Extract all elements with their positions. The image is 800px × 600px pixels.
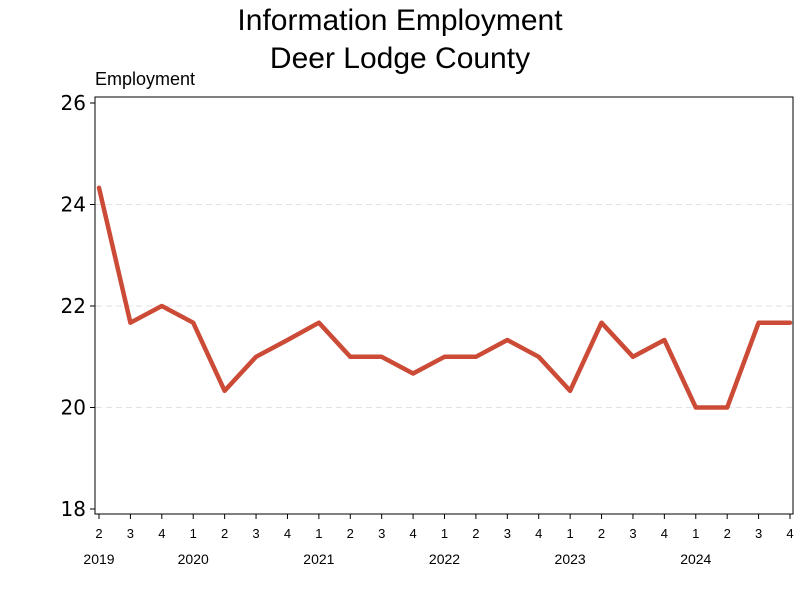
x-tick-label: 4 bbox=[786, 526, 793, 541]
y-tick-label: 24 bbox=[61, 193, 86, 217]
year-label: 2021 bbox=[303, 551, 334, 567]
data-point bbox=[568, 389, 572, 393]
x-tick-label: 3 bbox=[504, 526, 511, 541]
data-point bbox=[537, 355, 541, 359]
x-tick-label: 3 bbox=[127, 526, 134, 541]
x-tick-label: 1 bbox=[441, 526, 448, 541]
x-tick-label: 2 bbox=[347, 526, 354, 541]
series-layer bbox=[96, 185, 793, 410]
x-tick-label: 1 bbox=[190, 526, 197, 541]
y-tick-label: 26 bbox=[61, 91, 86, 115]
x-tick-label: 2 bbox=[472, 526, 479, 541]
data-point bbox=[160, 304, 164, 308]
x-tick-label: 1 bbox=[315, 526, 322, 541]
chart-subtitle: Deer Lodge County bbox=[270, 42, 530, 75]
data-point bbox=[474, 355, 478, 359]
data-point bbox=[788, 321, 792, 325]
series-line bbox=[96, 185, 793, 410]
y-tick-label: 18 bbox=[61, 497, 86, 521]
x-tick-label: 1 bbox=[567, 526, 574, 541]
x-tick-label: 2 bbox=[221, 526, 228, 541]
year-label: 2019 bbox=[83, 551, 114, 567]
y-axis-label: Employment bbox=[95, 69, 195, 89]
year-label: 2020 bbox=[178, 551, 209, 567]
data-point bbox=[757, 321, 761, 325]
data-point bbox=[694, 406, 698, 409]
y-tick-label: 22 bbox=[61, 294, 86, 318]
y-tick-label: 20 bbox=[61, 396, 86, 420]
data-point bbox=[631, 355, 635, 359]
data-point bbox=[254, 355, 258, 359]
data-point bbox=[505, 338, 509, 342]
data-point bbox=[223, 389, 227, 393]
data-point bbox=[725, 406, 729, 409]
year-label: 2022 bbox=[429, 551, 460, 567]
data-point bbox=[191, 321, 195, 325]
data-point bbox=[662, 338, 666, 342]
gridlines bbox=[96, 204, 792, 408]
year-label: 2023 bbox=[555, 551, 586, 567]
x-tick-label: 4 bbox=[661, 526, 668, 541]
data-point bbox=[348, 355, 352, 359]
x-tick-label: 4 bbox=[284, 526, 291, 541]
data-point bbox=[443, 355, 446, 359]
x-tick-label: 3 bbox=[629, 526, 636, 541]
data-point bbox=[380, 355, 384, 359]
year-label: 2024 bbox=[680, 551, 711, 567]
x-tick-label: 1 bbox=[692, 526, 699, 541]
chart-title: Information Employment bbox=[237, 4, 563, 37]
x-tick-label: 2 bbox=[598, 526, 605, 541]
x-tick-label: 3 bbox=[755, 526, 762, 541]
x-tick-label: 2 bbox=[95, 526, 102, 541]
data-point bbox=[285, 338, 289, 342]
x-tick-label: 4 bbox=[409, 526, 416, 541]
data-point bbox=[128, 321, 132, 325]
x-tick-label: 4 bbox=[535, 526, 542, 541]
data-point bbox=[317, 321, 321, 325]
data-point bbox=[411, 371, 415, 375]
data-point bbox=[97, 186, 101, 190]
data-point bbox=[600, 321, 604, 325]
x-tick-label: 3 bbox=[252, 526, 259, 541]
x-tick-label: 3 bbox=[378, 526, 385, 541]
x-tick-label: 4 bbox=[158, 526, 165, 541]
x-tick-label: 2 bbox=[724, 526, 731, 541]
